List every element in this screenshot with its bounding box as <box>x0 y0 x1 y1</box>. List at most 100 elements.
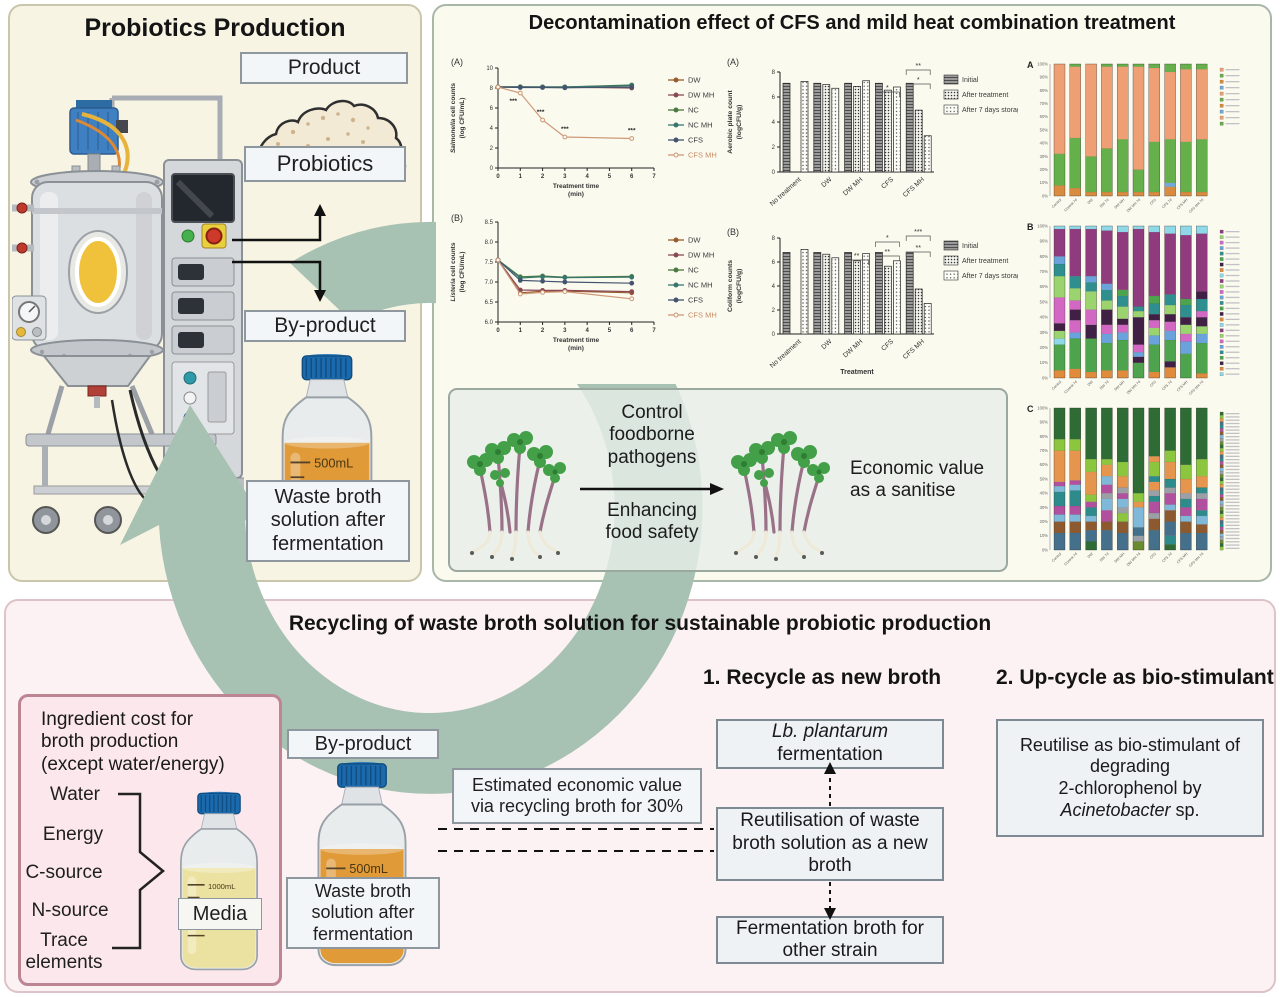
svg-text:70%: 70% <box>1040 101 1049 106</box>
waste-broth-label-box-bottom: Waste broth solution after fermentation <box>286 877 440 949</box>
svg-text:*: * <box>886 235 889 242</box>
listeria-line-chart: 6.0 6.5 7.0 7.5 8.0 8.5 0 1 2 3 4 5 6 7 Listeria cell … <box>450 213 717 352</box>
svg-text:Control 7d: Control 7d <box>1063 552 1078 567</box>
svg-text:Initial: Initial <box>962 77 979 84</box>
ingredient-water: Water <box>50 784 100 805</box>
svg-text:6.0: 6.0 <box>485 320 494 326</box>
svg-text:80%: 80% <box>1040 434 1049 439</box>
svg-text:90%: 90% <box>1040 239 1049 244</box>
aerobic-plate-count-bar-chart: 0 2 4 6 8 No treatment DW DW MH CFS CFS MH Aerobic… <box>727 57 1018 208</box>
byproduct-label-bottom: By-product <box>314 732 412 755</box>
waste-broth-label-box-top: Waste broth solution after fermentation <box>246 480 410 562</box>
svg-text:DW 7d: DW 7d <box>1099 552 1110 563</box>
svg-text:Control: Control <box>1051 380 1062 391</box>
media-bottle: 1000mL <box>180 791 258 971</box>
svg-text:DW: DW <box>688 236 701 245</box>
ingredient-trace-elements: Trace elements <box>25 930 103 974</box>
svg-text:NC: NC <box>688 106 699 115</box>
svg-text:7: 7 <box>652 174 656 180</box>
economic-value-text: Economic value as a sanitise <box>850 458 985 502</box>
svg-text:2: 2 <box>490 146 494 152</box>
media-label: Media <box>192 902 248 925</box>
svg-text:CFS MH: CFS MH <box>902 176 926 199</box>
upcycle-box: Reutilise as bio-stimulant of degrading … <box>996 719 1264 837</box>
svg-text:6: 6 <box>490 106 494 112</box>
svg-text:C: C <box>1027 404 1034 414</box>
svg-text:DW MH: DW MH <box>1114 380 1126 392</box>
svg-text:8.5: 8.5 <box>485 220 494 226</box>
svg-text:CFS: CFS <box>1149 379 1157 387</box>
svg-text:DW MH: DW MH <box>842 176 864 197</box>
svg-text:(logCFU/g): (logCFU/g) <box>736 269 743 304</box>
svg-text:Treatment time: Treatment time <box>553 337 600 344</box>
probiotics-label-box: Probiotics <box>244 146 406 182</box>
sight-window <box>75 237 121 307</box>
svg-text:No treatment: No treatment <box>769 176 803 208</box>
svg-text:CFS: CFS <box>688 136 703 145</box>
svg-text:8: 8 <box>772 236 776 242</box>
svg-text:DW MH: DW MH <box>688 251 714 260</box>
svg-text:2: 2 <box>541 174 545 180</box>
svg-text:CFS: CFS <box>688 296 703 305</box>
svg-text:50%: 50% <box>1040 476 1049 481</box>
svg-text:CFS 7d: CFS 7d <box>1161 198 1172 209</box>
svg-text:40%: 40% <box>1040 141 1049 146</box>
sprouts-illustration <box>465 429 832 563</box>
community-stacked-chart-a: 0% 10% 20% 30% 40% 50% 60% 70% 80% 90% 100% Control… <box>1027 60 1240 214</box>
svg-text:Control 7d: Control 7d <box>1063 198 1078 213</box>
upcycle-line1: Reutilise as bio-stimulant of <box>1019 734 1241 755</box>
svg-text:After 7 days storage: After 7 days storage <box>962 107 1018 114</box>
probiotics-label: Probiotics <box>276 151 374 176</box>
svg-text:3: 3 <box>563 328 567 334</box>
svg-text:CFS MH: CFS MH <box>688 311 717 320</box>
ingredient-c-source: C-source <box>25 862 103 883</box>
svg-text:CFS 7d: CFS 7d <box>1161 552 1172 563</box>
svg-text:DW 7d: DW 7d <box>1099 198 1110 209</box>
waste-broth-label-bottom: Waste broth solution after fermentation <box>311 881 415 944</box>
svg-text:Aerobic plate count: Aerobic plate count <box>727 90 734 154</box>
svg-text:4: 4 <box>490 126 494 132</box>
svg-text:NC: NC <box>688 266 699 275</box>
svg-text:50%: 50% <box>1040 299 1049 304</box>
svg-text:CFS 7d: CFS 7d <box>1161 380 1172 391</box>
svg-text:***: *** <box>628 128 636 135</box>
ingredient-box-title: Ingredient cost for broth production (ex… <box>41 709 225 775</box>
svg-text:CFS MH 7d: CFS MH 7d <box>1188 552 1204 568</box>
estimated-value-text: Estimated economic value via recycling b… <box>470 774 684 816</box>
svg-text:DW MH: DW MH <box>688 91 714 100</box>
bioreactor-illustration <box>12 95 244 534</box>
byproduct-label-box-bottom: By-product <box>287 729 439 759</box>
bottom-panel-title: Recycling of waste broth solution for su… <box>288 612 992 635</box>
product-label-box: Product <box>240 52 408 84</box>
svg-text:2: 2 <box>772 145 776 151</box>
svg-text:8: 8 <box>772 70 776 76</box>
svg-text:0%: 0% <box>1042 547 1048 552</box>
svg-text:DW: DW <box>1087 551 1094 558</box>
estimated-value-box: Estimated economic value via recycling b… <box>452 768 702 824</box>
svg-text:(logCFU/g): (logCFU/g) <box>736 105 743 140</box>
svg-text:***: *** <box>509 98 517 105</box>
svg-text:CFS MH 7d: CFS MH 7d <box>1188 380 1204 396</box>
svg-text:100%: 100% <box>1037 405 1048 410</box>
svg-text:6: 6 <box>772 95 776 101</box>
fermentation-other-text: Fermentation broth for other strain <box>736 917 924 961</box>
svg-text:DW 7d: DW 7d <box>1099 380 1110 391</box>
svg-text:B: B <box>1027 222 1034 232</box>
upcycle-line2: degrading <box>1089 756 1171 777</box>
svg-text:Coliform counts: Coliform counts <box>727 260 734 312</box>
svg-text:CFS MH: CFS MH <box>1176 552 1189 565</box>
svg-text:CFS: CFS <box>1149 197 1157 205</box>
reutilisation-text: Reutilisation of waste broth solution as… <box>732 810 928 877</box>
svg-text:NC MH: NC MH <box>688 281 713 290</box>
reutilisation-box: Reutilisation of waste broth solution as… <box>716 807 944 881</box>
svg-text:Control: Control <box>1051 552 1062 563</box>
waste-broth-label: Waste broth solution after fermentation <box>270 485 386 555</box>
svg-text:4: 4 <box>772 120 776 126</box>
svg-text:30%: 30% <box>1040 330 1049 335</box>
svg-text:100%: 100% <box>1037 61 1048 66</box>
svg-text:30%: 30% <box>1040 505 1049 510</box>
svg-text:6.5: 6.5 <box>485 300 494 306</box>
svg-text:60%: 60% <box>1040 284 1049 289</box>
byproduct-label-box-top: By-product <box>244 310 406 342</box>
svg-text:DW MH 7d: DW MH 7d <box>1126 552 1141 567</box>
